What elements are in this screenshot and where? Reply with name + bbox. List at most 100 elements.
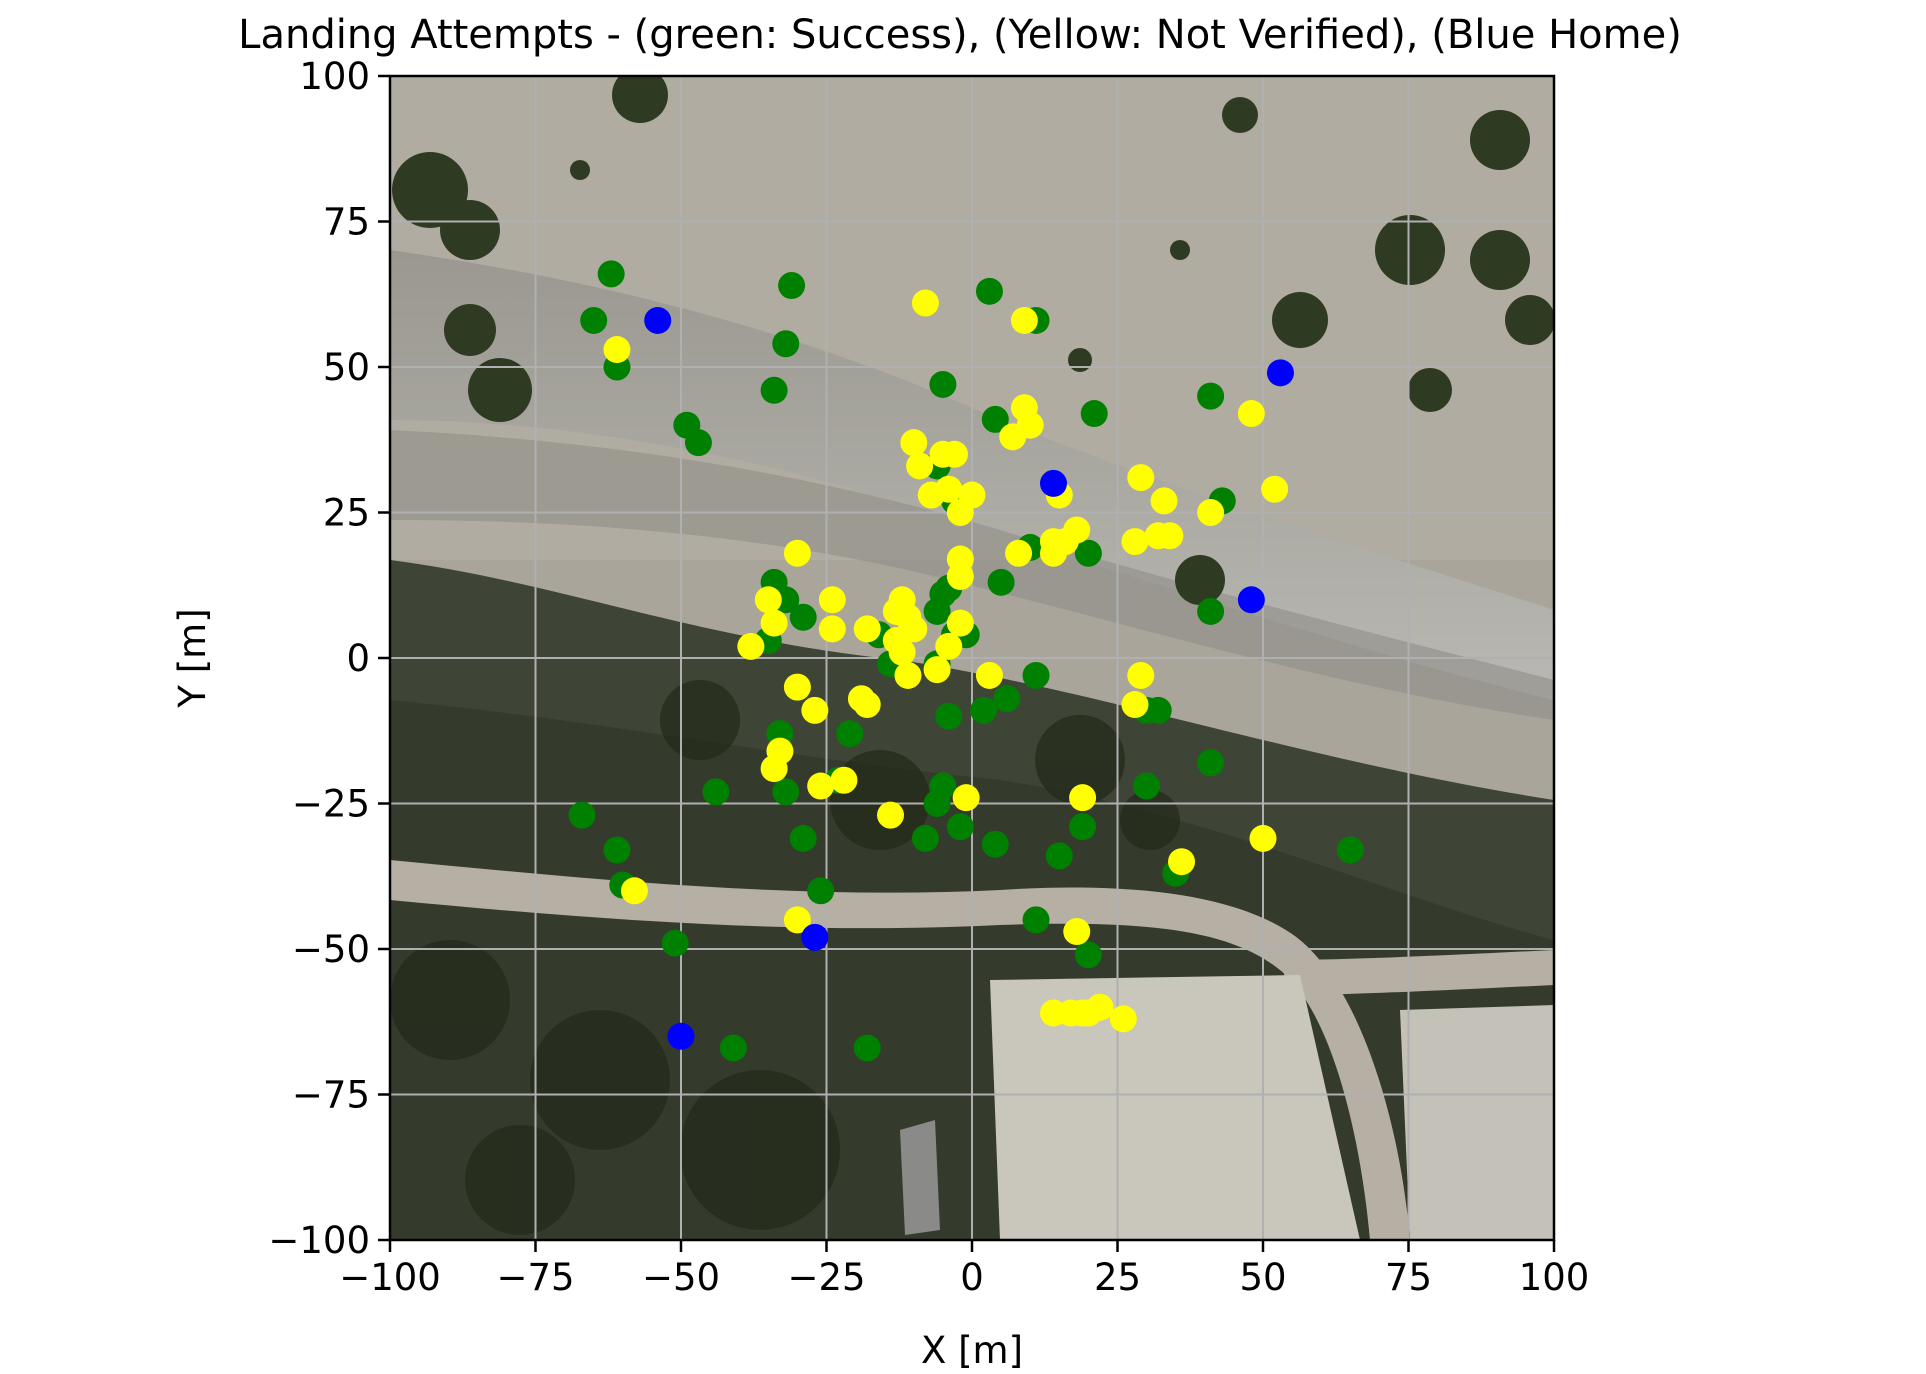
data-point-s1-65 — [1063, 918, 1091, 946]
data-point-s1-44 — [1005, 539, 1033, 567]
data-point-s1-41 — [946, 609, 974, 637]
data-point-s0-50 — [1045, 842, 1073, 870]
data-point-s0-52 — [1133, 772, 1161, 800]
data-point-s0-35 — [970, 696, 998, 724]
data-point-s2-5 — [667, 1022, 695, 1050]
data-point-s1-52 — [1121, 691, 1149, 719]
data-point-s1-32 — [853, 615, 881, 643]
x-tick-label-0: −100 — [339, 1256, 441, 1299]
data-point-s1-19 — [1127, 464, 1155, 492]
data-point-s1-64 — [783, 906, 811, 934]
data-point-s0-42 — [568, 801, 596, 829]
data-point-s1-27 — [783, 539, 811, 567]
chart-title: Landing Attempts - (green: Success), (Ye… — [238, 12, 1682, 58]
data-point-s0-34 — [993, 685, 1021, 713]
data-point-s1-6 — [1016, 411, 1044, 439]
data-point-s1-43 — [946, 563, 974, 591]
y-tick-label-7: 75 — [323, 201, 370, 244]
data-point-s1-30 — [760, 609, 788, 637]
data-point-s0-41 — [702, 778, 730, 806]
data-point-s0-55 — [1144, 696, 1172, 724]
data-point-s0-48 — [911, 824, 939, 852]
data-point-s0-65 — [1197, 597, 1225, 625]
data-point-s1-11 — [935, 475, 963, 503]
data-point-s1-7 — [906, 452, 934, 480]
data-point-s0-7 — [684, 429, 712, 457]
y-tick-label-0: −100 — [268, 1219, 370, 1262]
y-tick-label-2: −50 — [292, 928, 370, 971]
data-point-s1-59 — [952, 784, 980, 812]
data-point-s0-10 — [929, 370, 957, 398]
data-point-s1-45 — [975, 661, 1003, 689]
data-point-s0-21 — [789, 603, 817, 631]
data-point-s1-40 — [935, 632, 963, 660]
data-point-s1-13 — [946, 499, 974, 526]
data-point-s0-8 — [975, 277, 1003, 305]
data-point-s1-31 — [818, 615, 846, 643]
data-point-s2-3 — [1237, 586, 1265, 614]
data-point-s2-1 — [1266, 359, 1294, 387]
data-point-s1-48 — [783, 673, 811, 701]
data-point-s1-47 — [888, 638, 916, 666]
data-point-s0-53 — [1197, 749, 1225, 777]
x-tick-label-8: 100 — [1519, 1256, 1590, 1299]
x-tick-label-6: 50 — [1239, 1256, 1286, 1299]
x-tick-label-4: 0 — [960, 1256, 984, 1299]
data-point-s1-62 — [1168, 848, 1196, 876]
data-point-s1-26 — [1261, 475, 1289, 503]
data-point-s1-49 — [801, 696, 829, 724]
data-point-s0-33 — [1022, 661, 1050, 689]
data-point-s1-23 — [1156, 522, 1184, 550]
data-point-s1-56 — [807, 772, 835, 800]
data-point-s0-64 — [853, 1034, 881, 1062]
data-point-s1-18 — [1063, 516, 1091, 544]
data-point-s0-25 — [923, 597, 951, 625]
data-point-s0-0 — [597, 260, 625, 288]
data-point-s1-1 — [1010, 306, 1038, 334]
data-point-s1-58 — [877, 801, 905, 829]
data-point-s0-11 — [981, 405, 1009, 433]
y-tick-label-3: −25 — [292, 783, 370, 826]
data-point-s0-56 — [1336, 836, 1364, 864]
data-point-s0-13 — [1197, 382, 1225, 410]
data-point-s1-51 — [853, 691, 881, 719]
axis-ticks: −100 −75 −50 −25 0 25 50 75 100 −100 −75 −50 −25 0 25 5… — [268, 55, 1589, 1299]
data-point-s0-43 — [603, 836, 631, 864]
data-point-s0-51 — [1069, 813, 1097, 841]
y-tick-label-6: 50 — [323, 346, 370, 389]
data-point-s0-36 — [935, 702, 963, 730]
data-point-s0-38 — [836, 720, 864, 748]
y-tick-label-5: 25 — [323, 492, 370, 535]
data-point-s0-28 — [987, 568, 1015, 596]
x-tick-label-5: 25 — [1094, 1256, 1141, 1299]
data-point-s0-3 — [778, 272, 806, 300]
scatter-points — [568, 260, 1364, 1062]
data-point-s1-71 — [1109, 1005, 1137, 1033]
data-point-s1-60 — [1069, 784, 1097, 812]
x-tick-label-2: −50 — [642, 1256, 720, 1299]
data-point-s0-62 — [1074, 941, 1102, 969]
y-axis-label: Y [m] — [171, 608, 214, 708]
data-point-s0-47 — [946, 813, 974, 841]
y-tick-label-8: 100 — [299, 55, 370, 98]
y-tick-label-1: −75 — [292, 1074, 370, 1117]
data-point-s1-46 — [737, 632, 765, 660]
data-point-s1-38 — [894, 661, 922, 689]
data-point-s1-63 — [620, 877, 648, 905]
data-point-s1-55 — [766, 737, 794, 765]
data-point-s0-39 — [772, 778, 800, 806]
data-point-s0-61 — [1022, 906, 1050, 934]
data-point-s0-18 — [1074, 539, 1102, 567]
data-point-s1-21 — [1121, 528, 1149, 556]
data-point-s1-24 — [1197, 499, 1225, 526]
x-tick-label-1: −75 — [496, 1256, 574, 1299]
data-point-s0-1 — [580, 306, 608, 334]
data-point-s1-29 — [754, 586, 782, 614]
data-point-s1-39 — [923, 656, 951, 684]
data-point-s0-59 — [807, 877, 835, 905]
data-point-s1-53 — [1127, 661, 1155, 689]
data-point-s0-60 — [661, 929, 689, 957]
data-point-s1-3 — [900, 429, 928, 457]
data-point-s0-12 — [1080, 400, 1108, 428]
